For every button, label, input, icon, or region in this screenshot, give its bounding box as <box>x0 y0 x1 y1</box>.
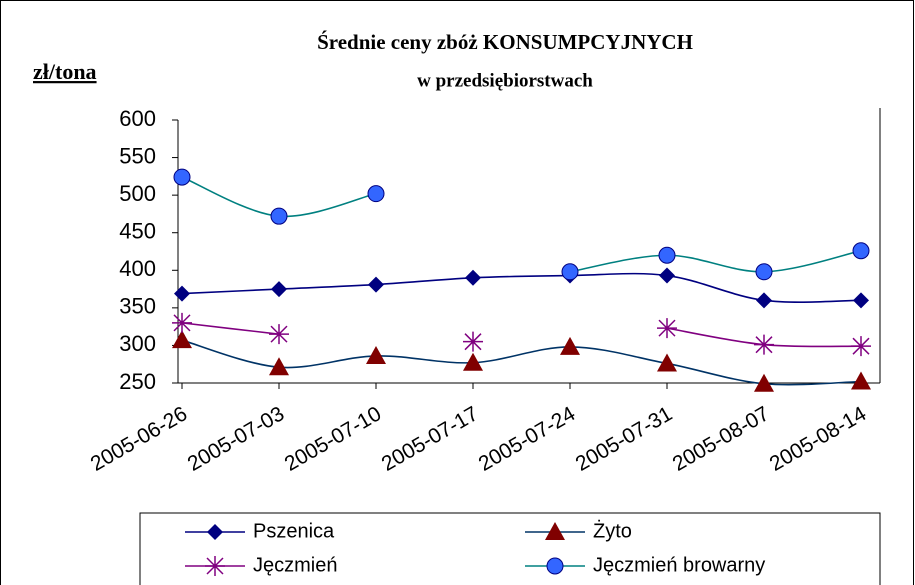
marker <box>368 276 384 293</box>
marker <box>754 334 774 355</box>
series <box>172 312 871 357</box>
marker <box>853 292 869 309</box>
marker <box>367 185 385 203</box>
marker <box>172 312 192 333</box>
series <box>172 330 871 392</box>
marker <box>657 318 677 339</box>
marker <box>657 353 677 372</box>
chart-title: Średnie ceny zbóż KONSUMPCYJNYCH <box>317 30 693 54</box>
marker <box>269 357 289 376</box>
series <box>174 267 869 309</box>
legend-label: Jęczmień <box>253 554 337 576</box>
marker <box>754 373 774 392</box>
series-line <box>181 272 862 303</box>
marker <box>852 242 870 260</box>
y-axis-label: zł/tona <box>33 59 97 84</box>
marker <box>207 524 223 540</box>
legend-item: Jęczmień <box>185 554 337 576</box>
marker <box>173 168 191 186</box>
marker <box>659 267 675 284</box>
series <box>173 168 870 281</box>
marker <box>851 336 871 357</box>
legend-item: Pszenica <box>185 520 335 542</box>
marker <box>269 324 289 345</box>
legend <box>139 512 881 585</box>
marker <box>463 352 483 371</box>
marker <box>546 557 564 575</box>
y-tick-label: 500 <box>119 181 156 206</box>
legend-item: Jęczmień browarny <box>525 554 765 576</box>
y-tick-label: 400 <box>119 256 156 281</box>
y-tick-label: 350 <box>119 294 156 319</box>
y-tick-label: 600 <box>119 106 156 131</box>
marker <box>205 556 225 576</box>
marker <box>271 281 287 298</box>
marker <box>560 336 580 355</box>
legend-item: Żyto <box>525 519 632 542</box>
marker <box>172 330 192 349</box>
marker <box>174 285 190 302</box>
marker <box>851 371 871 390</box>
marker <box>465 269 481 286</box>
legend-label: Jęczmień browarny <box>593 554 765 576</box>
marker <box>463 331 483 352</box>
y-tick-label: 550 <box>119 143 156 168</box>
marker <box>561 263 579 281</box>
y-tick-label: 300 <box>119 331 156 356</box>
y-tick-label: 450 <box>119 219 156 244</box>
y-tick-label: 250 <box>119 369 156 394</box>
legend-label: Pszenica <box>253 520 335 542</box>
legend-label: Żyto <box>593 519 632 542</box>
chart-title: w przedsiębiorstwach <box>417 70 593 91</box>
marker <box>270 207 288 225</box>
marker <box>545 522 565 540</box>
marker <box>755 263 773 281</box>
marker <box>366 345 386 364</box>
marker <box>756 292 772 309</box>
marker <box>658 246 676 264</box>
